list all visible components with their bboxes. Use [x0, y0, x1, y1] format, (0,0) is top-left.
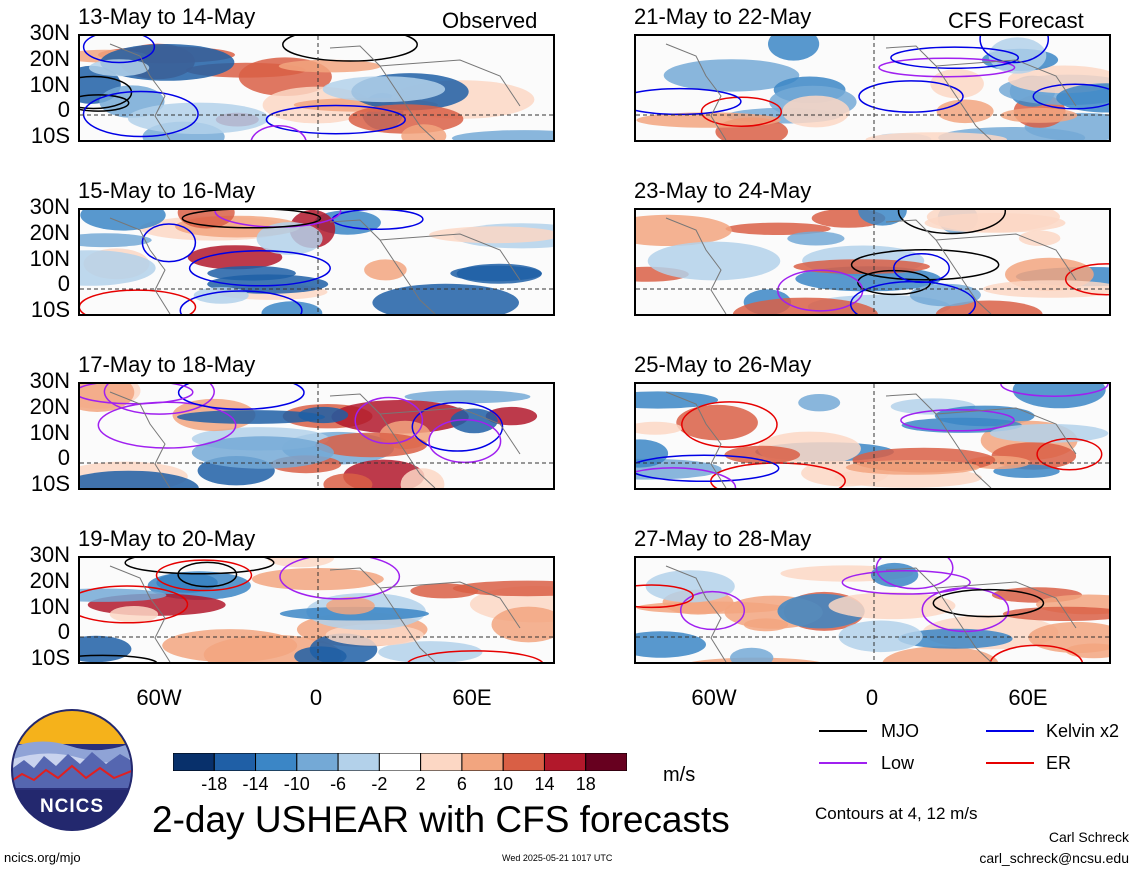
panel-title-7: 25-May to 26-May	[634, 352, 812, 377]
footer-email: carl_schreck@ncsu.edu	[979, 850, 1129, 866]
colorbar-swatch	[337, 752, 380, 772]
legend-mjo-label: MJO	[881, 721, 919, 741]
map-field	[636, 558, 1109, 662]
lat-label: 30N	[29, 542, 70, 567]
lon-label-0-right: 0	[865, 685, 879, 710]
colorbar-swatch	[543, 752, 587, 772]
map-field	[636, 384, 1109, 488]
colorbar-tick-label: 2	[415, 774, 426, 794]
lon-label-0-left: 0	[309, 685, 323, 710]
colorbar-swatch	[378, 752, 422, 772]
panel-title-4: 19-May to 20-May	[78, 526, 256, 551]
lat-label: 30N	[29, 368, 70, 393]
lat-label: 10S	[30, 645, 70, 670]
contours-note: Contours at 4, 12 m/s	[815, 804, 978, 823]
panel-title-8: 27-May to 28-May	[634, 526, 812, 551]
lat-label: 20N	[29, 568, 70, 593]
lon-label-60e-right: 60E	[1008, 685, 1048, 710]
lat-label: 10N	[29, 72, 70, 97]
panel-title-3: 17-May to 18-May	[78, 352, 256, 377]
colorbar-swatch	[296, 752, 339, 772]
legend-er-label: ER	[1046, 753, 1072, 773]
map-panel-6	[634, 208, 1111, 316]
legend-low-label: Low	[881, 753, 915, 773]
colorbar-swatch	[255, 752, 298, 772]
legend-er-line	[986, 762, 1034, 764]
panel-tag-observed: Observed	[442, 8, 538, 33]
colorbar-tick-label: 6	[456, 774, 467, 794]
lat-label: 20N	[29, 46, 70, 71]
figure-title: 2-day USHEAR with CFS forecasts	[152, 799, 730, 840]
footer-timestamp: Wed 2025-05-21 1017 UTC	[502, 853, 613, 863]
lat-label: 0	[57, 445, 70, 470]
panel-tag-cfs-forecast: CFS Forecast	[948, 8, 1084, 33]
lat-label: 10S	[30, 471, 70, 496]
footer-url: ncics.org/mjo	[4, 850, 81, 865]
ncics-logo: NCICS	[10, 708, 134, 832]
colorbar-tick-label: -14	[242, 774, 269, 794]
legend-low-line	[819, 762, 867, 764]
map-field	[80, 36, 553, 140]
panel-title-2: 15-May to 16-May	[78, 178, 256, 203]
colorbar-swatch	[585, 752, 628, 772]
lat-label: 10S	[30, 123, 70, 148]
colorbar-swatch	[461, 752, 504, 772]
legend-kelvin-label: Kelvin x2	[1046, 721, 1120, 741]
lat-label: 30N	[29, 20, 70, 45]
map-panel-8	[634, 556, 1111, 664]
map-panel-7	[634, 382, 1111, 490]
colorbar-tick-label: -6	[330, 774, 347, 794]
lat-label: 20N	[29, 394, 70, 419]
panel-title-1: 13-May to 14-May	[78, 4, 256, 29]
lon-label-60w-right: 60W	[691, 685, 737, 710]
colorbar-swatch	[502, 752, 545, 772]
colorbar-swatch	[213, 752, 257, 772]
lat-label: 0	[57, 97, 70, 122]
colorbar-tick-label: 10	[493, 774, 514, 794]
panel-title-6: 23-May to 24-May	[634, 178, 812, 203]
map-field	[80, 384, 553, 488]
colorbar-tick-label: 14	[534, 774, 555, 794]
colorbar-swatch	[172, 752, 215, 772]
lat-label: 30N	[29, 194, 70, 219]
panel-title-5: 21-May to 22-May	[634, 4, 812, 29]
logo-text: NCICS	[40, 796, 104, 817]
colorbar	[172, 752, 628, 772]
colorbar-tick-label: 18	[575, 774, 596, 794]
lat-label: 10S	[30, 297, 70, 322]
legend-kelvin-line	[986, 730, 1034, 732]
lat-label: 0	[57, 619, 70, 644]
lat-label: 20N	[29, 220, 70, 245]
colorbar-tick-label: -10	[283, 774, 310, 794]
map-panel-3	[78, 382, 555, 490]
map-field	[80, 558, 553, 662]
legend-mjo-line	[819, 730, 867, 732]
map-panel-4	[78, 556, 555, 664]
footer-author: Carl Schreck	[1048, 829, 1129, 845]
colorbar-tick-label: -2	[371, 774, 388, 794]
map-field	[636, 210, 1109, 314]
lon-label-60e-left: 60E	[452, 685, 492, 710]
map-field	[80, 210, 553, 314]
map-panel-2	[78, 208, 555, 316]
map-field	[636, 36, 1109, 140]
colorbar-tick-label: -18	[201, 774, 228, 794]
lat-label: 10N	[29, 246, 70, 271]
colorbar-units: m/s	[663, 764, 696, 786]
lat-label: 10N	[29, 594, 70, 619]
map-panel-5	[634, 34, 1111, 142]
lon-label-60w-left: 60W	[136, 685, 182, 710]
colorbar-swatch	[420, 752, 463, 772]
map-panel-1	[78, 34, 555, 142]
lat-label: 0	[57, 271, 70, 296]
lat-label: 10N	[29, 420, 70, 445]
